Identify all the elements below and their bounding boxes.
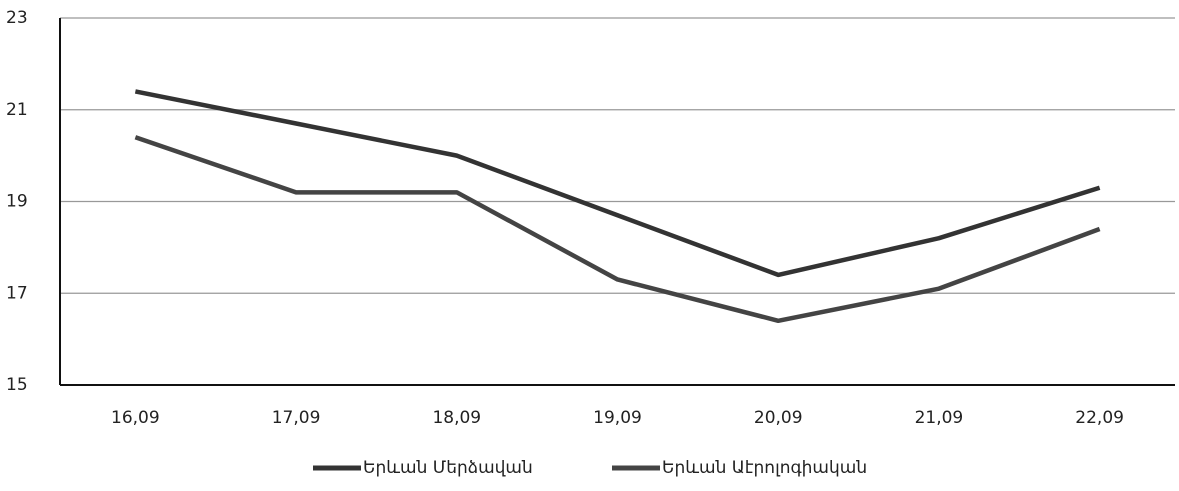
x-tick-label: 18,09: [432, 408, 481, 428]
y-tick-label: 15: [6, 375, 28, 395]
x-tick-label: 22,09: [1075, 408, 1124, 428]
y-tick-label: 17: [6, 283, 28, 303]
x-tick-label: 20,09: [754, 408, 803, 428]
legend-label: Երևան Մերձավան: [363, 458, 533, 478]
x-tick-label: 19,09: [593, 408, 642, 428]
series-line: [134, 89, 1101, 278]
y-tick-label: 23: [6, 8, 28, 28]
legend-label: Երևան Աէրոլոգիական: [662, 458, 867, 478]
x-tick-label: 21,09: [915, 408, 964, 428]
x-tick-label: 17,09: [272, 408, 321, 428]
y-tick-label: 21: [6, 100, 28, 120]
x-tick-label: 16,09: [111, 408, 160, 428]
y-tick-label: 19: [6, 192, 28, 212]
series-line: [134, 135, 1101, 324]
